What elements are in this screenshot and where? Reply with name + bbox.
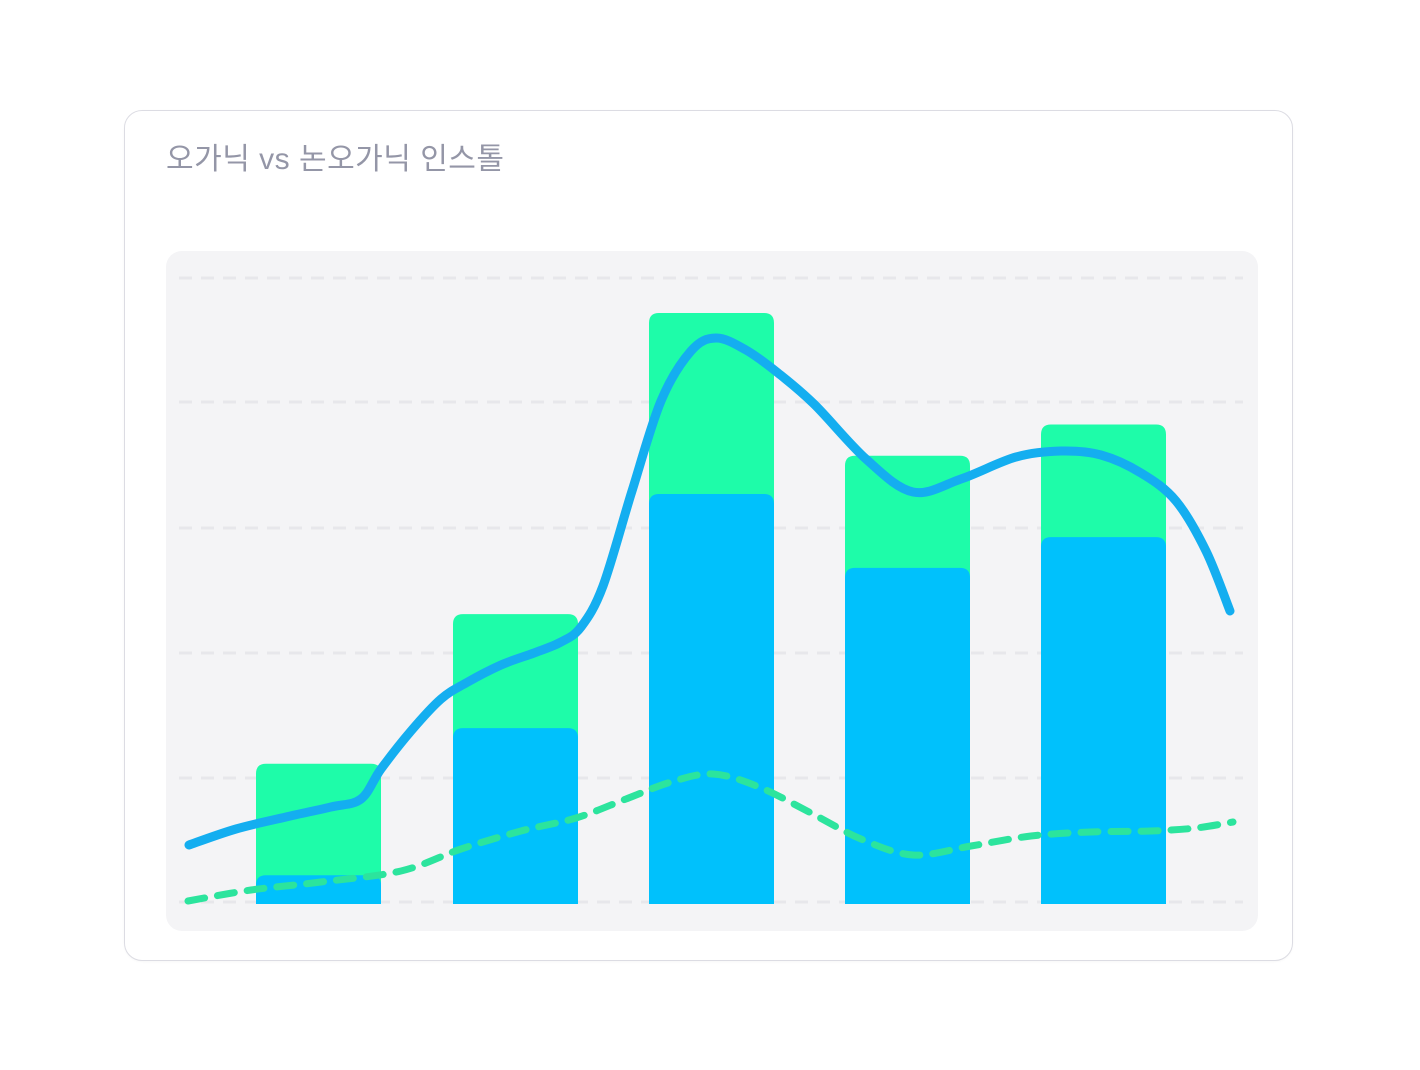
combo-chart <box>179 276 1243 905</box>
bar-nonorganic-segment <box>453 728 578 904</box>
bar-nonorganic-segment <box>845 567 970 904</box>
chart-title: 오가닉 vs 논오가닉 인스톨 <box>166 143 505 176</box>
organic-trend-dashed-line <box>184 770 1237 905</box>
bar-organic-segment <box>256 763 381 904</box>
bar-nonorganic-segment <box>1041 537 1166 904</box>
plot-area <box>166 251 1258 931</box>
chart-card: 오가닉 vs 논오가닉 인스톨 <box>124 110 1293 961</box>
installs-trend-line <box>184 333 1235 850</box>
bar-nonorganic-segment <box>649 493 774 904</box>
